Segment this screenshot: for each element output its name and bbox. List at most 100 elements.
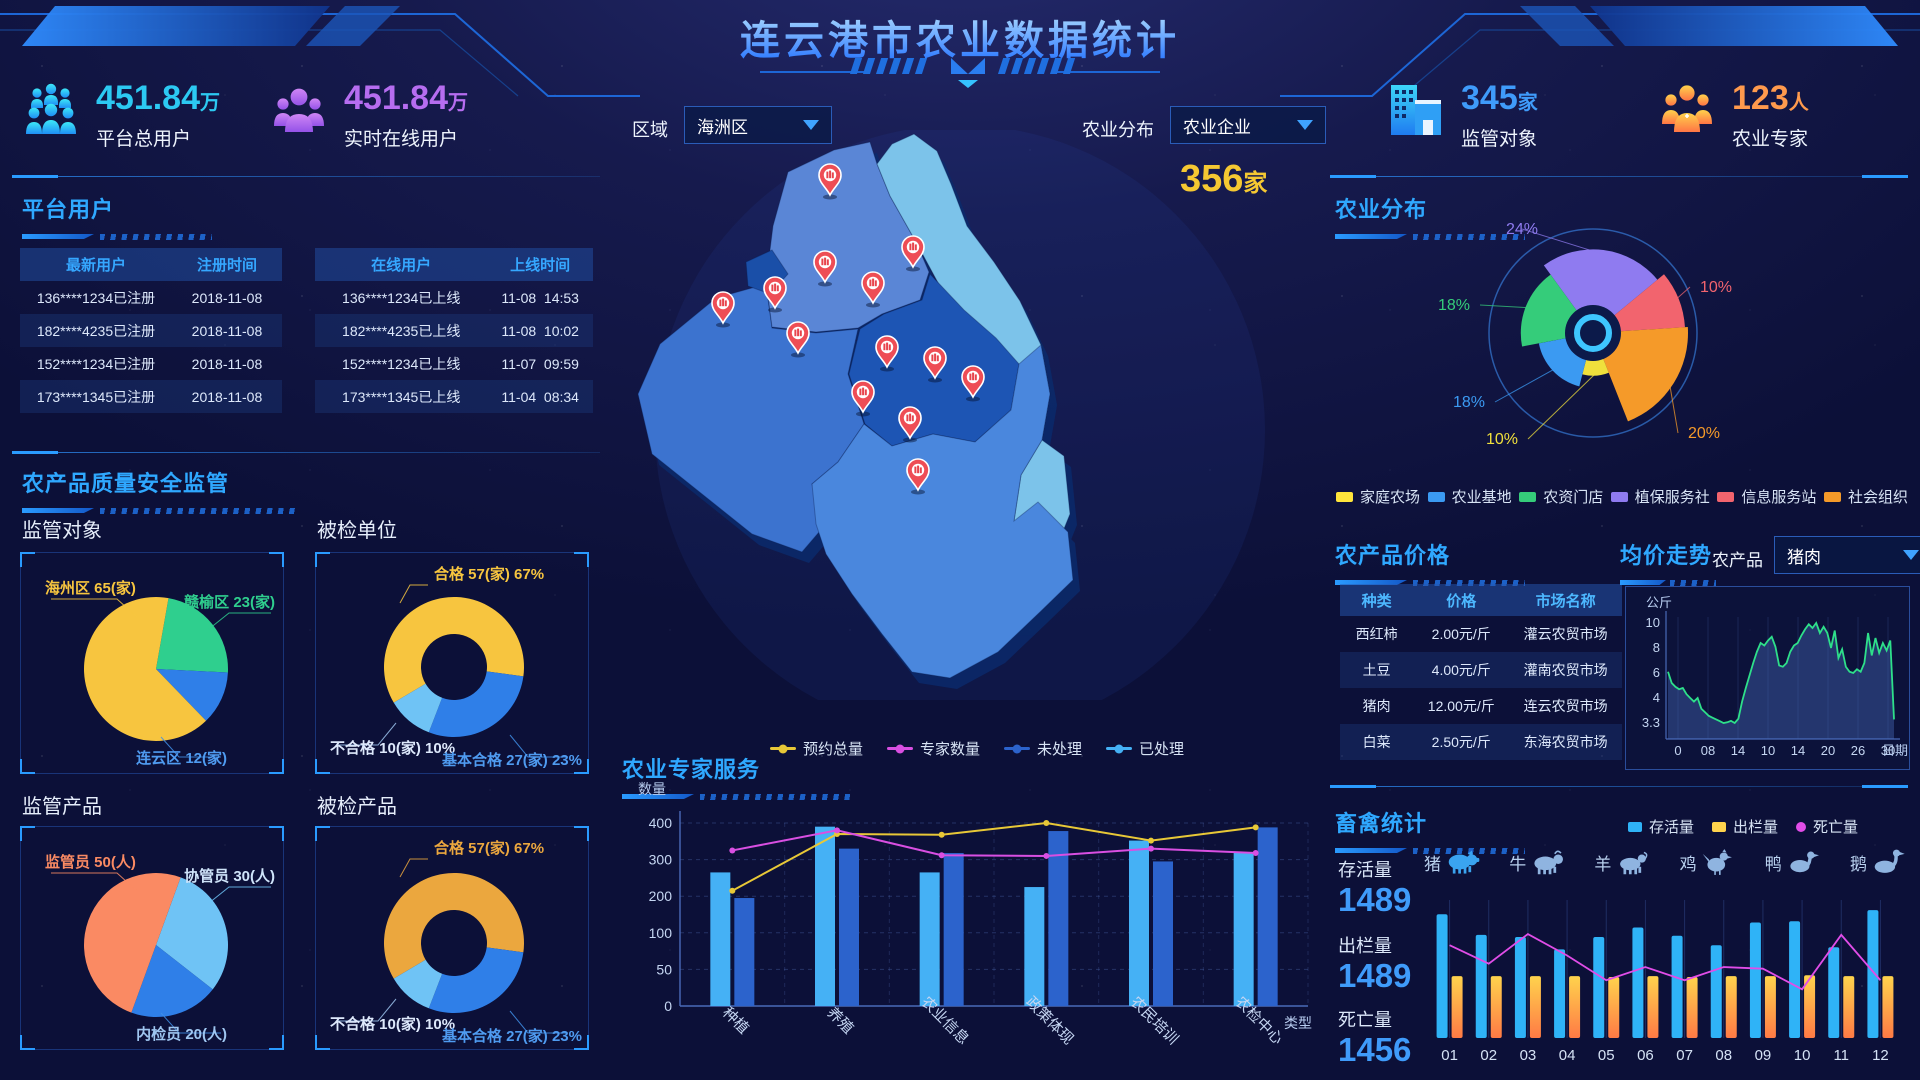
pie-slice-基本合格[interactable] [428, 671, 524, 737]
svg-text:种植: 种植 [719, 1004, 752, 1037]
bar-未处理[interactable] [1257, 827, 1278, 1006]
bar-出栏量[interactable] [1882, 976, 1894, 1038]
bar-未处理[interactable] [839, 848, 859, 1006]
legend-item-已处理[interactable]: 已处理 [1106, 738, 1184, 759]
map-pin[interactable] [875, 335, 899, 372]
legend-item-植保服务社[interactable]: 植保服务社 [1610, 486, 1710, 507]
pie-slice-连云区[interactable] [156, 669, 228, 721]
map-pin[interactable] [813, 250, 837, 287]
svg-text:0: 0 [1674, 743, 1681, 758]
bar-出栏量[interactable] [1686, 976, 1698, 1038]
bar-出栏量[interactable] [1725, 976, 1737, 1038]
region-select[interactable]: 海洲区 [684, 106, 832, 144]
rose-slice-植保服务社[interactable] [1543, 249, 1658, 333]
legend-item-农业基地[interactable]: 农业基地 [1427, 486, 1512, 507]
pie-supervise-products: 监管员 50(人) 协管员 30(人) 内检员 20(人) [20, 826, 284, 1050]
bar-出栏量[interactable] [1804, 975, 1816, 1038]
stat-value: 345 [1461, 79, 1518, 117]
bar-已处理[interactable] [919, 872, 940, 1006]
map-pin[interactable] [901, 235, 925, 272]
bar-未处理[interactable] [1153, 861, 1173, 1006]
animal-tab-牛[interactable]: 牛 [1509, 848, 1565, 876]
animal-tab-鹅[interactable]: 鹅 [1850, 848, 1906, 876]
bar-存活量[interactable] [1749, 922, 1761, 1039]
bar-存活量[interactable] [1789, 921, 1801, 1038]
bar-已处理[interactable] [710, 872, 731, 1006]
bar-存活量[interactable] [1828, 947, 1840, 1038]
map-pin[interactable] [861, 271, 885, 308]
animal-tab-鸭[interactable]: 鸭 [1765, 848, 1821, 876]
chart-title-inspected-units: 被检单位 [317, 520, 397, 542]
svg-text:07: 07 [1676, 1047, 1693, 1064]
rose-pct-label: 18% [1453, 394, 1485, 411]
legend-item-专家数量[interactable]: 专家数量 [887, 738, 980, 759]
rose-slice-社会组织[interactable] [1593, 327, 1688, 422]
bar-存活量[interactable] [1632, 927, 1644, 1038]
pie-slice-监管员[interactable] [83, 873, 181, 1013]
stat-value: 451.84 [344, 79, 448, 117]
map-pin[interactable] [906, 458, 930, 495]
legend-item-预约总量[interactable]: 预约总量 [770, 738, 863, 759]
pie-slice-海州区[interactable] [83, 597, 207, 741]
animal-tab-羊[interactable]: 羊 [1594, 848, 1650, 876]
product-select[interactable]: 猪肉 [1774, 536, 1920, 574]
bar-出栏量[interactable] [1490, 976, 1502, 1038]
pie-slice-协管员[interactable] [156, 877, 228, 990]
bar-存活量[interactable] [1436, 914, 1448, 1038]
bar-出栏量[interactable] [1529, 976, 1541, 1038]
bar-已处理[interactable] [1233, 852, 1254, 1006]
table-row: 西红柿 2.00元/斤 灌云农贸市场 [1355, 626, 1608, 642]
bar-未处理[interactable] [1048, 831, 1069, 1006]
map-pin[interactable] [898, 406, 922, 443]
bar-出栏量[interactable] [1608, 976, 1620, 1038]
bar-未处理[interactable] [734, 898, 755, 1006]
pie-slice-不合格[interactable] [393, 683, 443, 733]
line-死亡量 [1449, 932, 1882, 991]
bar-存活量[interactable] [1554, 949, 1566, 1038]
pie-slice-内检员[interactable] [131, 945, 213, 1017]
animal-tab-鸡[interactable]: 鸡 [1680, 848, 1736, 876]
legend-item-出栏量[interactable]: 出栏量 [1712, 816, 1778, 837]
legend-item-社会组织[interactable]: 社会组织 [1823, 486, 1908, 507]
bar-已处理[interactable] [1024, 887, 1045, 1006]
bar-出栏量[interactable] [1569, 976, 1581, 1038]
pie-slice-不合格[interactable] [393, 959, 443, 1009]
legend-item-存活量[interactable]: 存活量 [1628, 816, 1694, 837]
bar-存活量[interactable] [1514, 936, 1526, 1038]
legend-item-农资门店[interactable]: 农资门店 [1519, 486, 1603, 507]
distribution-select[interactable]: 农业企业 [1170, 106, 1326, 144]
bar-未处理[interactable] [943, 853, 964, 1006]
bar-出栏量[interactable] [1451, 976, 1463, 1038]
table-row: 136****1234已上线 11-08 14:53 [342, 289, 579, 306]
animal-tab-猪[interactable]: 猪 [1424, 848, 1480, 876]
bar-出栏量[interactable] [1764, 976, 1776, 1038]
map-pin[interactable] [711, 291, 735, 328]
bar-存活量[interactable] [1475, 934, 1487, 1038]
map-pin[interactable] [818, 163, 842, 200]
svg-text:400: 400 [649, 815, 673, 831]
map-pin[interactable] [786, 321, 810, 358]
map-pin[interactable] [851, 380, 875, 417]
pie-slice-合格[interactable] [384, 873, 524, 979]
pie-slice-合格[interactable] [384, 597, 524, 703]
bar-出栏量[interactable] [1843, 976, 1855, 1038]
pie-slice-赣榆区[interactable] [156, 598, 228, 673]
legend-item-未处理[interactable]: 未处理 [1004, 738, 1082, 759]
distribution-label: 农业分布 [1082, 120, 1154, 140]
map-pin[interactable] [923, 346, 947, 383]
bar-出栏量[interactable] [1647, 976, 1659, 1038]
bar-已处理[interactable] [815, 826, 835, 1006]
bar-存活量[interactable] [1867, 910, 1879, 1038]
map-pin[interactable] [763, 276, 787, 313]
bar-存活量[interactable] [1710, 945, 1722, 1038]
legend-item-死亡量[interactable]: 死亡量 [1796, 816, 1858, 837]
bar-已处理[interactable] [1129, 840, 1149, 1006]
bar-存活量[interactable] [1593, 936, 1605, 1038]
legend-item-家庭农场[interactable]: 家庭农场 [1336, 486, 1420, 507]
bar-存活量[interactable] [1671, 935, 1683, 1038]
svg-text:30: 30 [1881, 743, 1895, 758]
map-pin[interactable] [961, 365, 985, 402]
pie-slice-基本合格[interactable] [428, 947, 524, 1013]
section-platform-users: 平台用户 [22, 192, 212, 244]
legend-item-信息服务站[interactable]: 信息服务站 [1717, 486, 1816, 507]
